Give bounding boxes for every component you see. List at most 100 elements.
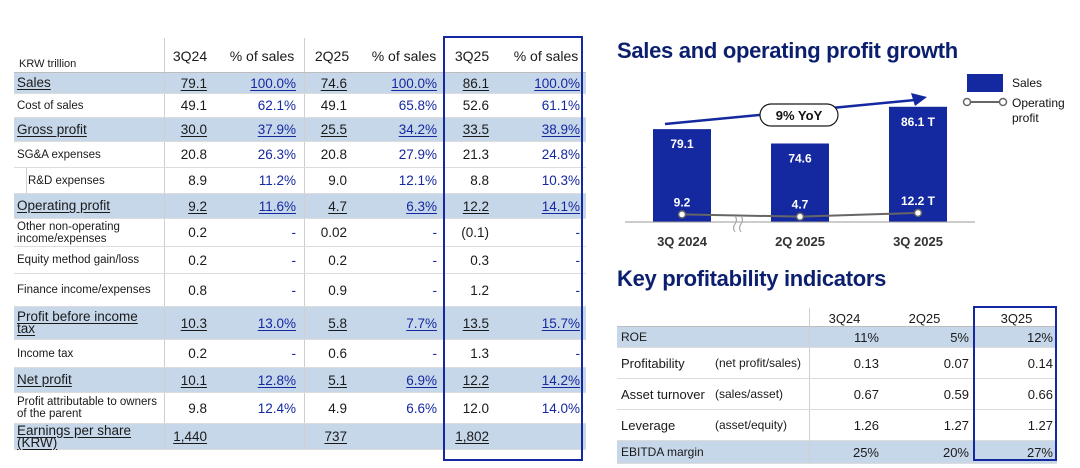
kpi-col-3q25: 3Q25 — [1000, 311, 1033, 326]
row-label: Cost of sales — [17, 99, 84, 112]
col-header-2q25: 2Q25 — [314, 48, 350, 64]
pct-cell: 12.1% — [398, 173, 437, 188]
pct-cell: - — [575, 225, 581, 240]
pct-cell: 38.9% — [541, 122, 580, 137]
income-row-cost-of-sales: Cost of sales 49.1 62.1% 49.1 65.8% 52.6 61.1% — [14, 94, 586, 118]
kpi-row-label: EBITDA margin — [621, 445, 704, 459]
pct-cell: 7.7% — [406, 315, 437, 331]
value-cell: 12.2 — [462, 198, 489, 214]
pct-cell: - — [291, 225, 297, 240]
pct-cell: 13.0% — [257, 315, 296, 331]
row-label: SG&A expenses — [17, 148, 101, 161]
value-cell: 12.0 — [462, 400, 489, 416]
kpi-current-quarter-box — [973, 306, 1057, 461]
legend-op-point — [998, 97, 1008, 107]
value-cell: 5.8 — [328, 315, 347, 331]
pct-cell: 6.3% — [406, 198, 437, 214]
value-cell: 9.2 — [188, 198, 207, 214]
income-row-income-tax: Income tax 0.2 - 0.6 - 1.3 - — [14, 340, 586, 368]
value-cell: 0.2 — [188, 252, 207, 268]
sales-op-profit-chart: 79.1 74.6 86.1 T 9.2 4.7 12.2 T 3Q 2024 2Q 2025… — [625, 74, 1065, 249]
kpi-row-asset-turnover: Asset turnover (sales/asset) 0.67 0.59 0.66 — [617, 379, 1057, 410]
value-cell: 8.9 — [188, 173, 207, 188]
kpi-row-label: ROE — [621, 330, 648, 344]
kpi-row-label: Leverage — [621, 417, 676, 433]
kpi-row-leverage: Leverage (asset/equity) 1.26 1.27 1.27 — [617, 410, 1057, 441]
pct-cell: - — [575, 346, 581, 361]
row-label: R&D expenses — [28, 174, 105, 187]
pct-cell: 34.2% — [398, 122, 437, 137]
operating-profit-point — [795, 212, 805, 221]
kpi-col-2q25: 2Q25 — [908, 311, 941, 326]
value-cell: 4.9 — [328, 400, 347, 416]
pct-cell: 65.8% — [398, 98, 437, 113]
kpi-row-note: (net profit/sales) — [715, 356, 802, 370]
row-label: Net profit — [17, 372, 72, 387]
kpi-row-profitability: Profitability (net profit/sales) 0.13 0.07 0… — [617, 348, 1057, 379]
pct-cell: 6.9% — [406, 372, 437, 388]
col-header-pct-3q25: % of sales — [513, 48, 579, 64]
unit-label: KRW trillion — [19, 58, 77, 70]
pct-cell: 6.6% — [406, 400, 437, 416]
sales-bar-label: 74.6 — [788, 151, 812, 165]
value-cell: 0.3 — [470, 252, 489, 268]
value-cell: 52.6 — [462, 98, 489, 113]
kpi-row-note: (asset/equity) — [715, 418, 788, 432]
pct-cell: 37.9% — [257, 122, 296, 137]
pct-cell: 61.1% — [541, 98, 580, 113]
value-cell: 0.9 — [328, 282, 347, 298]
row-label: Operating profit — [17, 198, 111, 213]
kpi-value-cell: 12% — [1026, 329, 1053, 345]
value-cell: 20.8 — [180, 147, 207, 162]
row-label: Gross profit — [17, 121, 87, 137]
sales-bar — [771, 143, 829, 222]
value-cell: 86.1 — [462, 75, 489, 91]
pct-cell: 15.7% — [541, 315, 580, 331]
legend-sales-label: Sales — [1012, 76, 1042, 90]
kpi-row-label: Asset turnover — [621, 386, 705, 402]
row-label: Profit attributable to owners of the par… — [17, 396, 157, 420]
pct-cell: - — [432, 252, 438, 268]
row-label: Other non-operating income/expenses — [17, 220, 120, 245]
value-cell: 5.1 — [328, 372, 347, 388]
row-label: Equity method gain/loss — [17, 254, 140, 266]
sales-bar-label: 86.1 T — [901, 115, 936, 129]
value-cell: 1.2 — [470, 282, 489, 298]
operating-profit-label: 9.2 — [674, 195, 691, 209]
pct-cell: 14.2% — [541, 372, 580, 388]
pct-cell: - — [291, 252, 297, 268]
pct-cell: - — [575, 252, 581, 268]
value-cell: 1,802 — [455, 429, 489, 444]
value-cell: 25.5 — [320, 122, 347, 137]
kpi-col-3q24: 3Q24 — [828, 311, 861, 326]
pct-cell: 100.0% — [391, 75, 437, 91]
value-cell: 9.0 — [328, 173, 347, 188]
yoy-badge — [759, 103, 839, 127]
row-label: Profit before income tax — [17, 309, 138, 336]
value-cell: 49.1 — [180, 98, 207, 113]
value-cell: 13.5 — [462, 315, 489, 331]
col-header-pct-2q25: % of sales — [371, 48, 437, 64]
row-label: Income tax — [17, 347, 74, 360]
value-cell: 79.1 — [180, 75, 207, 91]
kpi-value-cell: 25% — [852, 444, 879, 460]
legend-sales-swatch — [967, 74, 1003, 92]
category-label: 3Q 2025 — [893, 234, 943, 249]
value-cell: 10.3 — [180, 315, 207, 331]
income-row-r-d-expenses: R&D expenses 8.9 11.2% 9.0 12.1% 8.8 10.3% — [14, 168, 586, 194]
kpi-row-roe: ROE 11% 5% 12% — [617, 327, 1057, 348]
value-cell: 20.8 — [320, 147, 347, 162]
value-cell: 8.8 — [470, 173, 489, 188]
kpi-row-label: Profitability — [621, 355, 685, 371]
kpi-value-cell: 0.13 — [853, 355, 879, 371]
row-label: Finance income/expenses — [17, 284, 151, 296]
value-cell: 9.8 — [188, 400, 207, 416]
kpi-title: Key profitability indicators — [617, 266, 887, 291]
value-cell: 33.5 — [462, 122, 489, 137]
pct-cell: 62.1% — [257, 98, 296, 113]
value-cell: 0.6 — [328, 346, 347, 361]
pct-cell: 100.0% — [250, 75, 296, 91]
kpi-value-cell: 0.66 — [1027, 386, 1053, 402]
value-cell: 10.1 — [180, 372, 207, 388]
row-label: Earnings per share (KRW) — [17, 422, 132, 450]
